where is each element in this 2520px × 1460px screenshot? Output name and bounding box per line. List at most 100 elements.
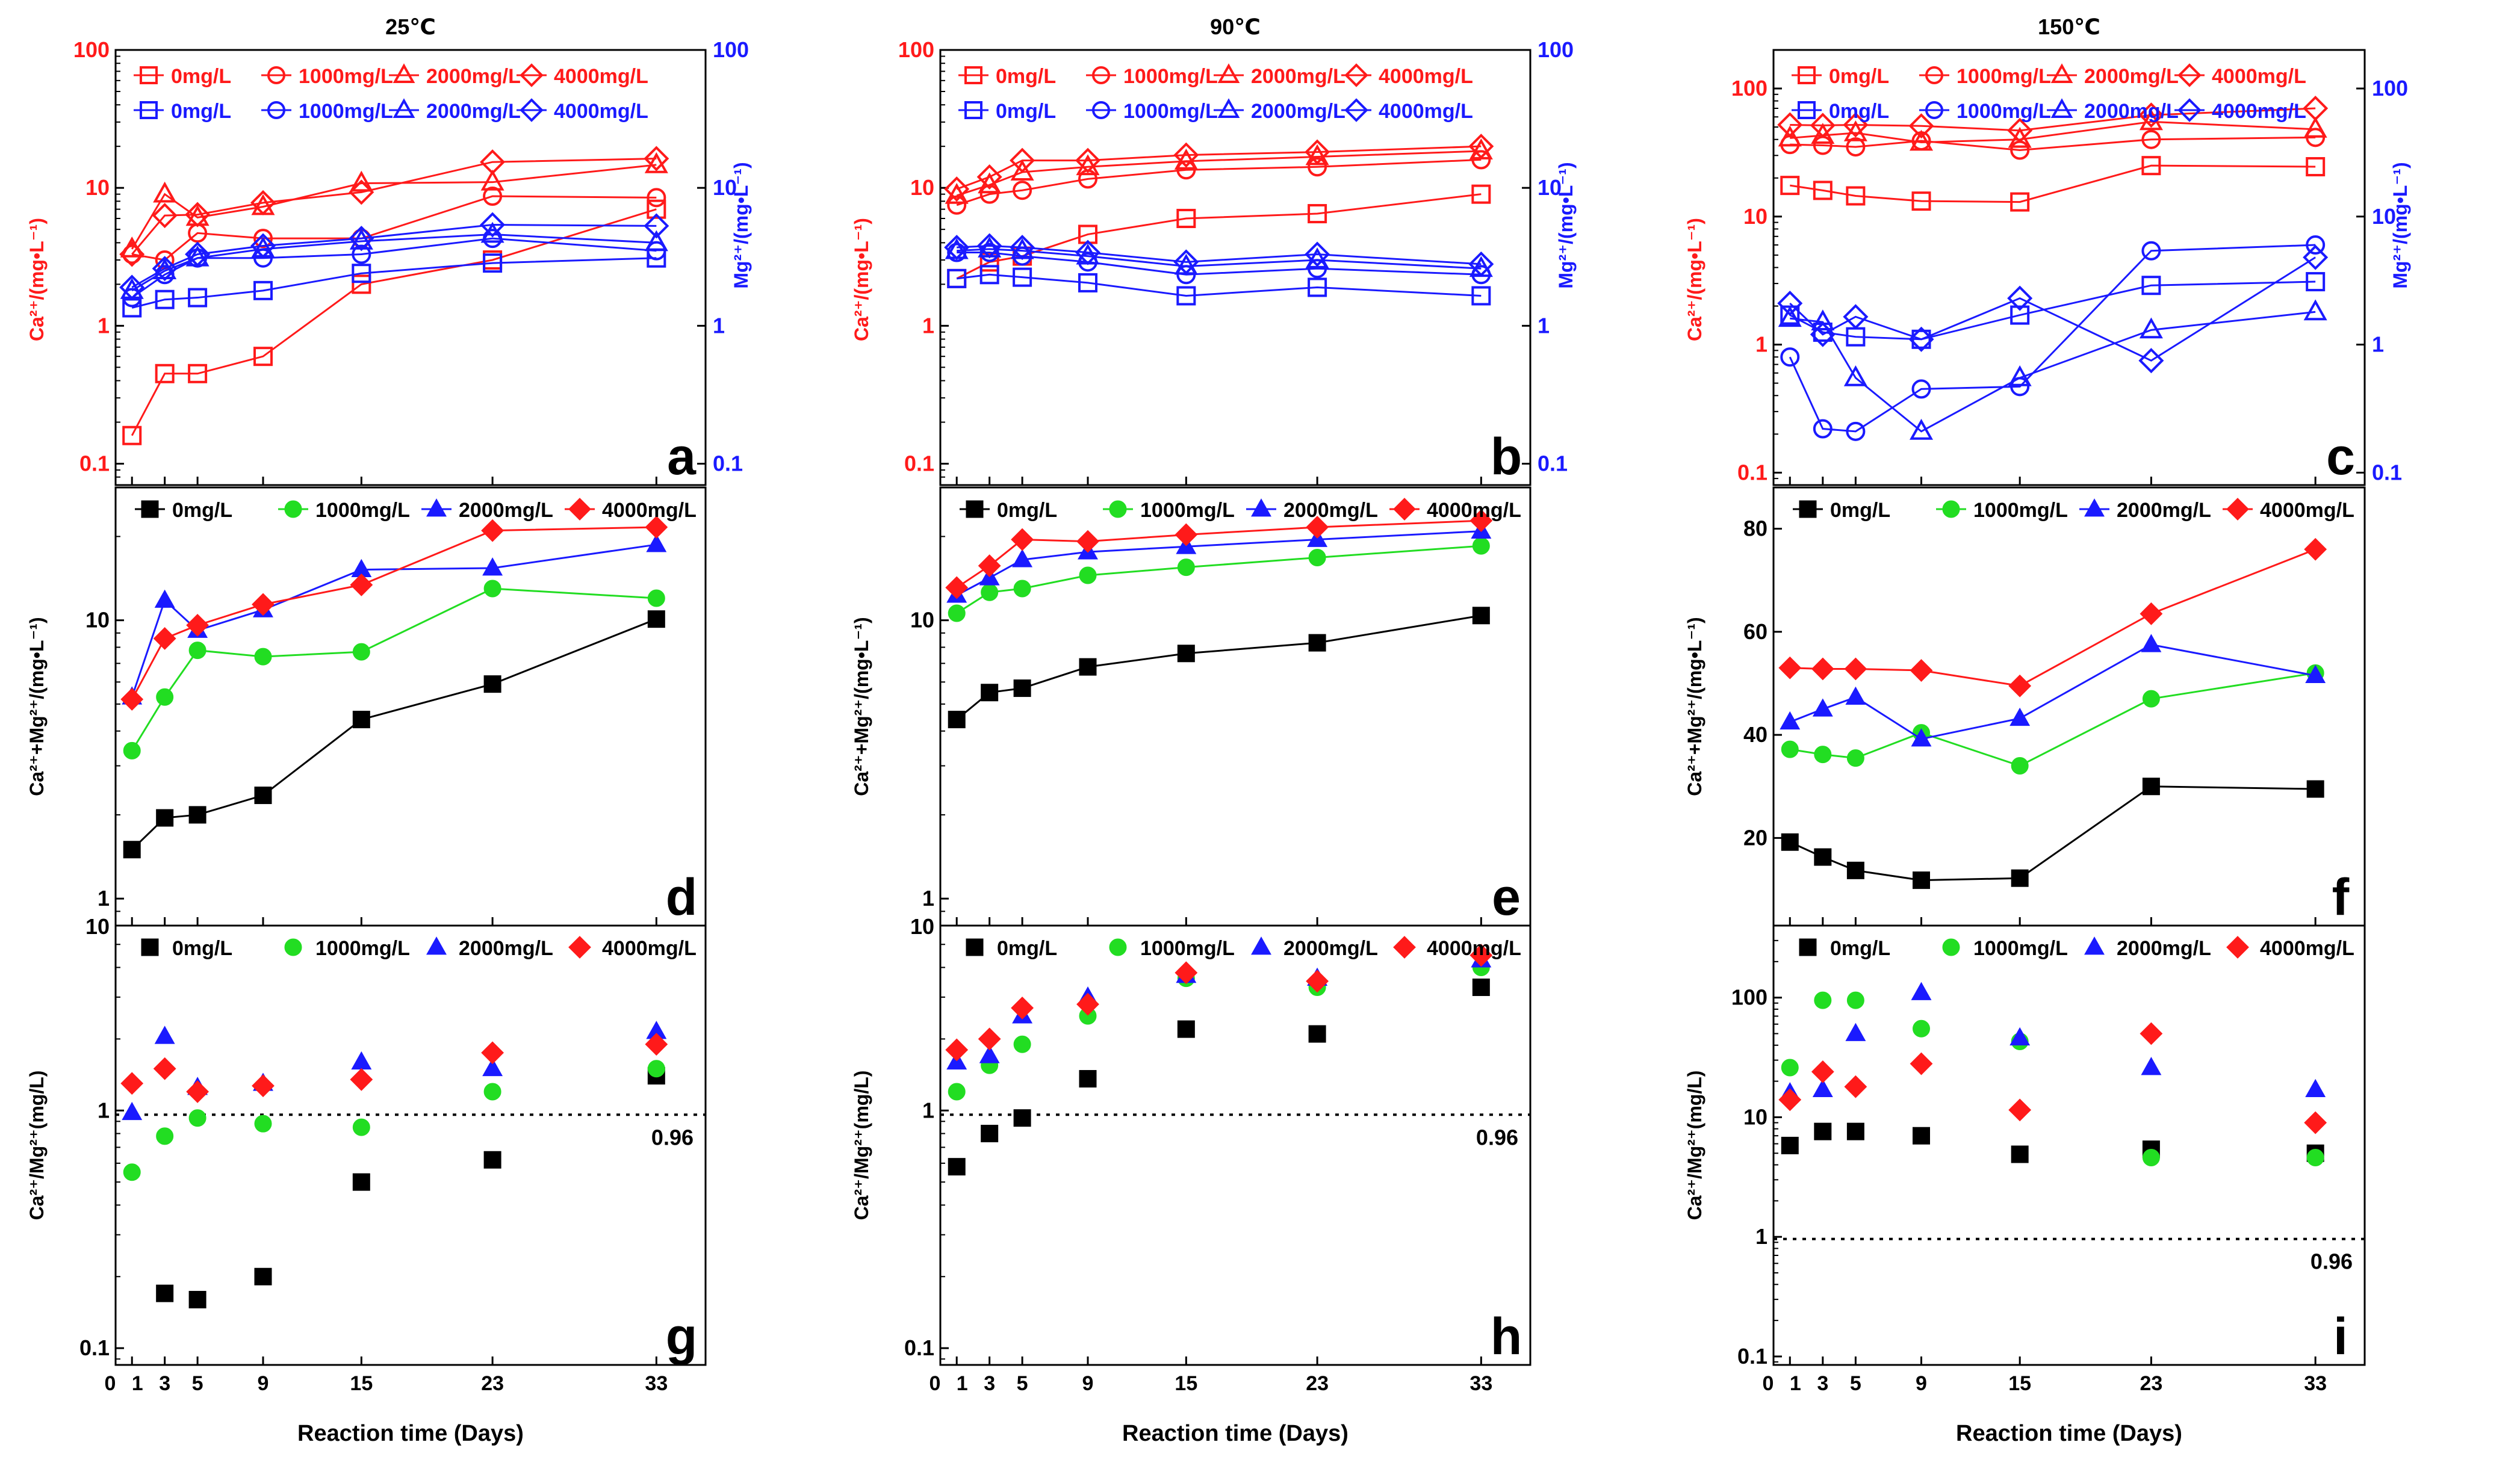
sum-series-point: [981, 583, 999, 601]
panel-letter: f: [2332, 868, 2350, 926]
ca-series-point: [1911, 191, 1931, 211]
legend-label: 2000mg/L: [459, 937, 553, 960]
legend-marker: [2050, 98, 2073, 119]
panel-frame: [1772, 486, 2366, 927]
legend-label: 2000mg/L: [2117, 937, 2211, 960]
ratio-series-point: [254, 1115, 272, 1133]
legend-label: 1000mg/L: [299, 65, 393, 88]
legend-marker: [1798, 101, 1816, 119]
panel-letter: c: [2326, 428, 2355, 486]
legend-marker: [1942, 500, 1960, 518]
ratio-series-point: [1308, 1025, 1326, 1043]
panel-letter: b: [1491, 428, 1522, 486]
ca-series-line: [1790, 164, 2316, 203]
legend-label: 2000mg/L: [459, 499, 553, 522]
ratio-series-point: [188, 1109, 206, 1127]
legend-marker: [284, 938, 302, 956]
sum-series-point: [2011, 756, 2029, 775]
sum-series-point: [1472, 537, 1490, 555]
ca-series-point: [2303, 95, 2329, 122]
ca-series-point: [153, 181, 177, 203]
mg-series-point: [976, 233, 1002, 259]
ratio-series-point: [1472, 979, 1490, 997]
legend-label: 4000mg/L: [2260, 499, 2354, 522]
legend-label: 4000mg/L: [2212, 100, 2306, 123]
x-tick-label: 1: [132, 1372, 143, 1395]
legend-marker: [1109, 938, 1127, 956]
y2-tick-label: 10: [2372, 204, 2396, 229]
ratio-series-point: [2304, 1111, 2327, 1134]
legend-label: 2000mg/L: [426, 65, 521, 88]
ca-series-point: [480, 169, 504, 191]
legend-marker: [568, 498, 591, 521]
legend-label: 2000mg/L: [2084, 65, 2179, 88]
ratio-series-point: [2008, 1098, 2032, 1122]
mg-series-point: [2306, 235, 2326, 255]
y-tick-label: 1: [922, 886, 934, 911]
ca-series-point: [1305, 139, 1330, 165]
mg-series-point: [480, 221, 504, 243]
panel-letter: a: [667, 428, 697, 486]
legend-marker: [2226, 498, 2249, 521]
legend-marker: [1251, 498, 1271, 517]
sum-series-point: [153, 627, 176, 650]
y-axis-title: Ca²⁺/Mg²⁺(mg/L): [851, 1071, 872, 1220]
ca-series-point: [1780, 176, 1800, 196]
sum-series-line: [1789, 785, 2316, 882]
ratio-series-point: [2142, 1148, 2160, 1166]
legend-marker: [426, 498, 447, 517]
ratio-series-point: [156, 1284, 174, 1302]
x-tick-label: 9: [1916, 1372, 1927, 1395]
y2-tick-label: 0.1: [713, 451, 743, 476]
legend-label: 1000mg/L: [1957, 65, 2051, 88]
ratio-series-point: [1846, 1122, 1864, 1140]
mg-series-point: [1813, 419, 1833, 439]
sum-series-point: [1778, 656, 1802, 679]
y-tick-label: 0.1: [904, 451, 934, 476]
ca-series-point: [349, 170, 373, 192]
ca-series-point: [352, 274, 371, 294]
legend-marker: [966, 500, 984, 518]
sum-series-point: [2142, 690, 2160, 708]
mg-series-point: [2306, 272, 2326, 292]
legend-marker: [1925, 101, 1943, 119]
ratio-series-point: [154, 1025, 175, 1044]
sum-series-point: [948, 604, 966, 622]
legend-label: 0mg/L: [171, 100, 231, 123]
ca-series-point: [1811, 123, 1835, 144]
sum-series-point: [2304, 537, 2327, 561]
sum-series-point: [978, 554, 1001, 577]
sum-series-point: [647, 589, 665, 607]
x-axis-title: Reaction time (Days): [1956, 1421, 2182, 1446]
ca-series-point: [2303, 116, 2327, 138]
sum-series-point: [2140, 602, 2163, 625]
sum-series-point: [2142, 778, 2160, 796]
ratio-series-point: [2306, 1148, 2324, 1166]
sum-series-line: [131, 618, 657, 850]
sum-series-point: [1175, 523, 1198, 546]
mg-series-line: [957, 273, 1482, 297]
ratio-series-point: [254, 1267, 272, 1285]
y2-axis-title: Mg²⁺/(mg•L⁻¹): [1555, 162, 1577, 288]
legend-label: 2000mg/L: [1283, 499, 1378, 522]
x-tick-label: 3: [984, 1372, 995, 1395]
x-tick-label: 1: [1790, 1372, 1801, 1395]
sum-series-point: [1844, 657, 1867, 681]
panel-title: 90℃: [1210, 14, 1261, 39]
sum-series-point: [1012, 549, 1033, 568]
mg-series-point: [1173, 249, 1199, 275]
panel-letter: h: [1491, 1308, 1522, 1366]
mg-series-point: [1843, 365, 1867, 386]
x-tick-label: 15: [350, 1372, 373, 1395]
y-tick-label: 100: [73, 37, 110, 62]
legend-label: 1000mg/L: [1123, 100, 1218, 123]
ratio-series-point: [482, 1057, 503, 1077]
mg-series-line: [957, 248, 1482, 270]
y-axis-title: Ca²⁺/(mg•L⁻¹): [26, 218, 48, 341]
ratio-series-point: [1011, 997, 1034, 1019]
mg-series-point: [349, 226, 374, 252]
legend-label: 0mg/L: [1830, 937, 1890, 960]
legend-marker: [1925, 66, 1943, 84]
ratio-series-point: [252, 1074, 275, 1098]
sum-series-point: [2305, 664, 2326, 684]
